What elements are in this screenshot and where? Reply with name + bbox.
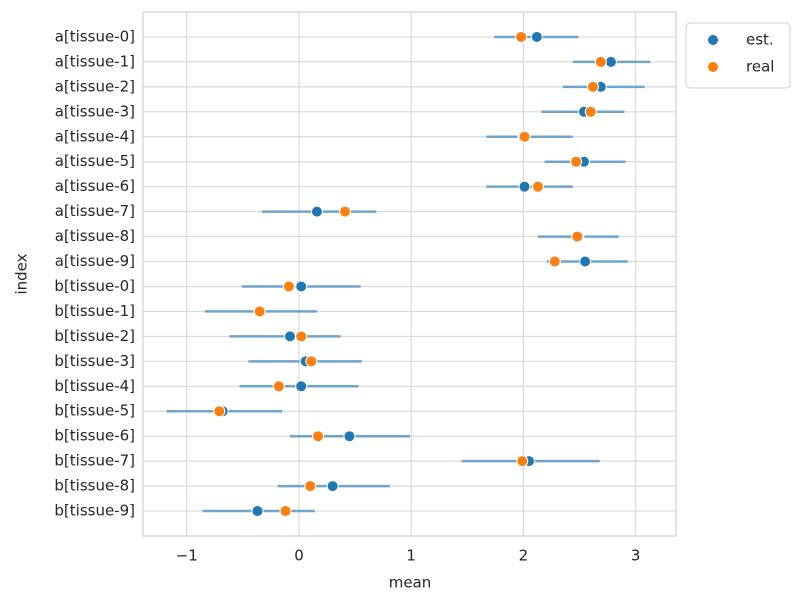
point (272, 380, 285, 393)
point (295, 280, 308, 293)
point (516, 455, 529, 468)
y-tick-label: a[tissue-1] (55, 52, 135, 70)
point (213, 405, 226, 418)
y-tick-label: a[tissue-5] (55, 152, 135, 170)
x-tick-label: 0 (294, 547, 304, 565)
legend: est. real (685, 22, 791, 89)
point (518, 130, 531, 143)
point (251, 505, 264, 518)
point (283, 330, 296, 343)
point (571, 230, 584, 243)
point (518, 180, 531, 193)
y-tick-label: b[tissue-1] (54, 302, 135, 320)
point (253, 305, 266, 318)
y-tick-label: a[tissue-8] (55, 227, 135, 245)
point (295, 380, 308, 393)
point (604, 55, 617, 68)
y-tick-label: a[tissue-3] (55, 102, 135, 120)
legend-label: real (746, 58, 774, 76)
point (594, 55, 607, 68)
y-tick-label: b[tissue-6] (54, 427, 135, 445)
x-axis-label: mean (389, 574, 432, 592)
y-axis-label: index (13, 253, 31, 294)
x-tick-label: 1 (406, 547, 416, 565)
point (326, 480, 339, 493)
legend-label: est. (746, 31, 774, 49)
y-tick-label: a[tissue-6] (55, 177, 135, 195)
legend-marker (707, 34, 719, 46)
point (310, 205, 323, 218)
point (295, 330, 308, 343)
point (312, 430, 325, 443)
y-tick-label: a[tissue-2] (55, 77, 135, 95)
point (584, 105, 597, 118)
y-tick-label: b[tissue-9] (54, 502, 135, 520)
point (579, 255, 592, 268)
point (282, 280, 295, 293)
x-tick-label: −1 (176, 547, 198, 565)
y-tick-label: b[tissue-3] (54, 352, 135, 370)
point (531, 180, 544, 193)
point (548, 255, 561, 268)
point (530, 30, 543, 43)
legend-box (685, 22, 791, 89)
plot-frame (142, 11, 677, 537)
point (515, 30, 528, 43)
y-tick-label: b[tissue-0] (54, 277, 135, 295)
legend-marker (707, 61, 719, 73)
point (304, 480, 317, 493)
y-tick-label: b[tissue-7] (54, 452, 135, 470)
x-tick-label: 3 (631, 547, 641, 565)
point (343, 430, 356, 443)
point (338, 205, 351, 218)
y-tick-label: b[tissue-8] (54, 477, 135, 495)
x-tick-label: 2 (519, 547, 529, 565)
y-tick-label: b[tissue-2] (54, 327, 135, 345)
y-tick-label: b[tissue-5] (54, 402, 135, 420)
y-tick-label: a[tissue-0] (55, 27, 135, 45)
y-tick-label: a[tissue-7] (55, 202, 135, 220)
y-tick-label: a[tissue-4] (55, 127, 135, 145)
point (305, 355, 318, 368)
point (586, 80, 599, 93)
y-tick-label: b[tissue-4] (54, 377, 135, 395)
point (570, 155, 583, 168)
point (279, 505, 292, 518)
y-tick-label: a[tissue-9] (55, 252, 135, 270)
